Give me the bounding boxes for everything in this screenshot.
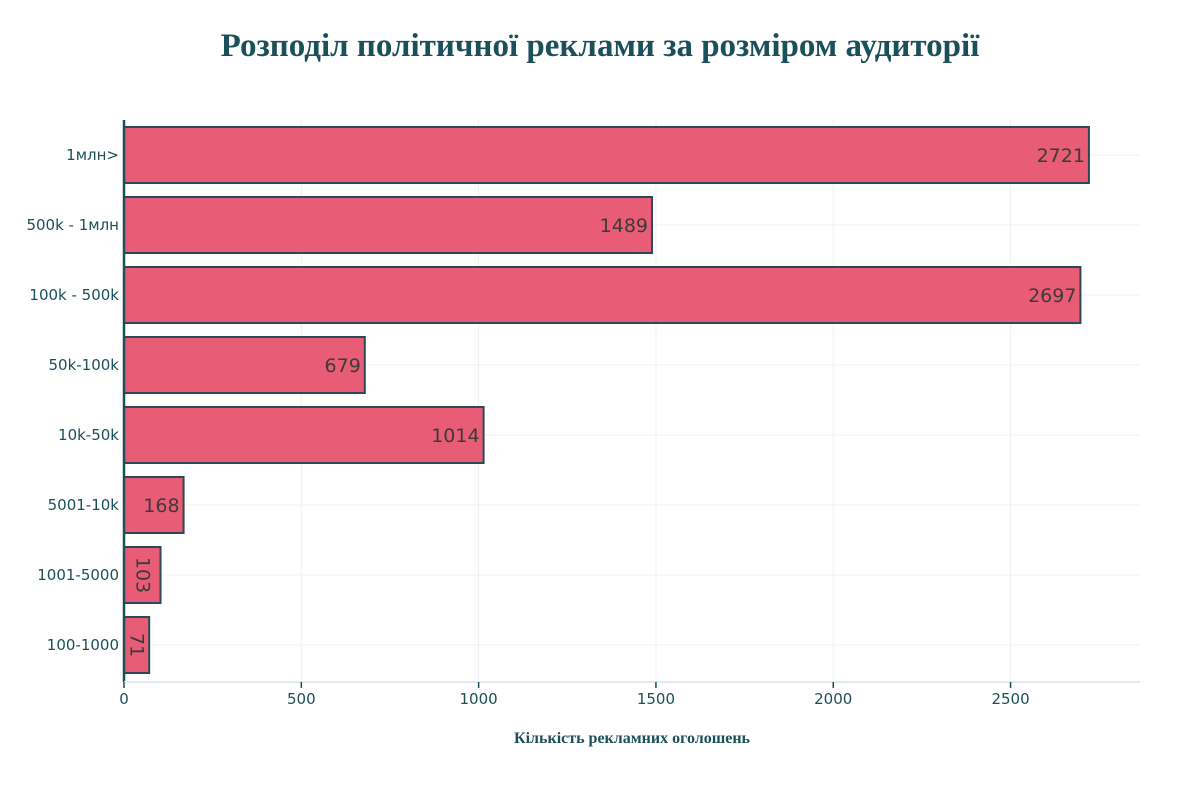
bar-value-label: 103: [131, 557, 153, 593]
axes: 1млн> 500k - 1млн 100k - 500k 50k-100k 10k-5…: [26, 120, 1140, 708]
bar[interactable]: [123, 126, 1090, 184]
bar-value-label: 679: [325, 355, 361, 377]
bar[interactable]: [123, 546, 162, 604]
bar[interactable]: [123, 476, 185, 534]
chart-title: Розподіл політичної реклами за розміром …: [220, 28, 980, 64]
bar-value-label: 2697: [1028, 285, 1076, 307]
bar[interactable]: [123, 196, 654, 254]
y-tick-label: 1001-5000: [37, 566, 119, 584]
y-tick-label: 1млн>: [66, 146, 119, 164]
x-tick-label: 0: [119, 690, 129, 708]
x-axis-title: Кількість рекламних оголошень: [514, 730, 751, 747]
bar[interactable]: [123, 406, 485, 464]
x-tick-label: 2000: [814, 690, 852, 708]
bars: 2721 1489 2697 679 1014 168 103 71: [123, 126, 1090, 674]
y-tick-label: 100k - 500k: [29, 286, 119, 304]
bar-value-label: 1489: [600, 215, 648, 237]
y-tick-label: 10k-50k: [58, 426, 119, 444]
y-tick-label: 50k-100k: [48, 356, 119, 374]
bar[interactable]: [123, 266, 1082, 324]
y-tick-label: 5001-10k: [48, 496, 120, 514]
y-tick-label: 100-1000: [47, 636, 119, 654]
bar[interactable]: [123, 616, 151, 674]
bar-value-label: 2721: [1037, 145, 1085, 167]
y-tick-label: 500k - 1млн: [26, 216, 119, 234]
bar-value-label: 168: [143, 495, 179, 517]
bar-value-label: 71: [126, 633, 148, 657]
x-tick-label: 1500: [637, 690, 675, 708]
x-tick-label: 2500: [991, 690, 1029, 708]
x-tick-label: 1000: [460, 690, 498, 708]
bar-value-label: 1014: [431, 425, 479, 447]
x-tick-label: 500: [287, 690, 316, 708]
bar[interactable]: [123, 336, 366, 394]
